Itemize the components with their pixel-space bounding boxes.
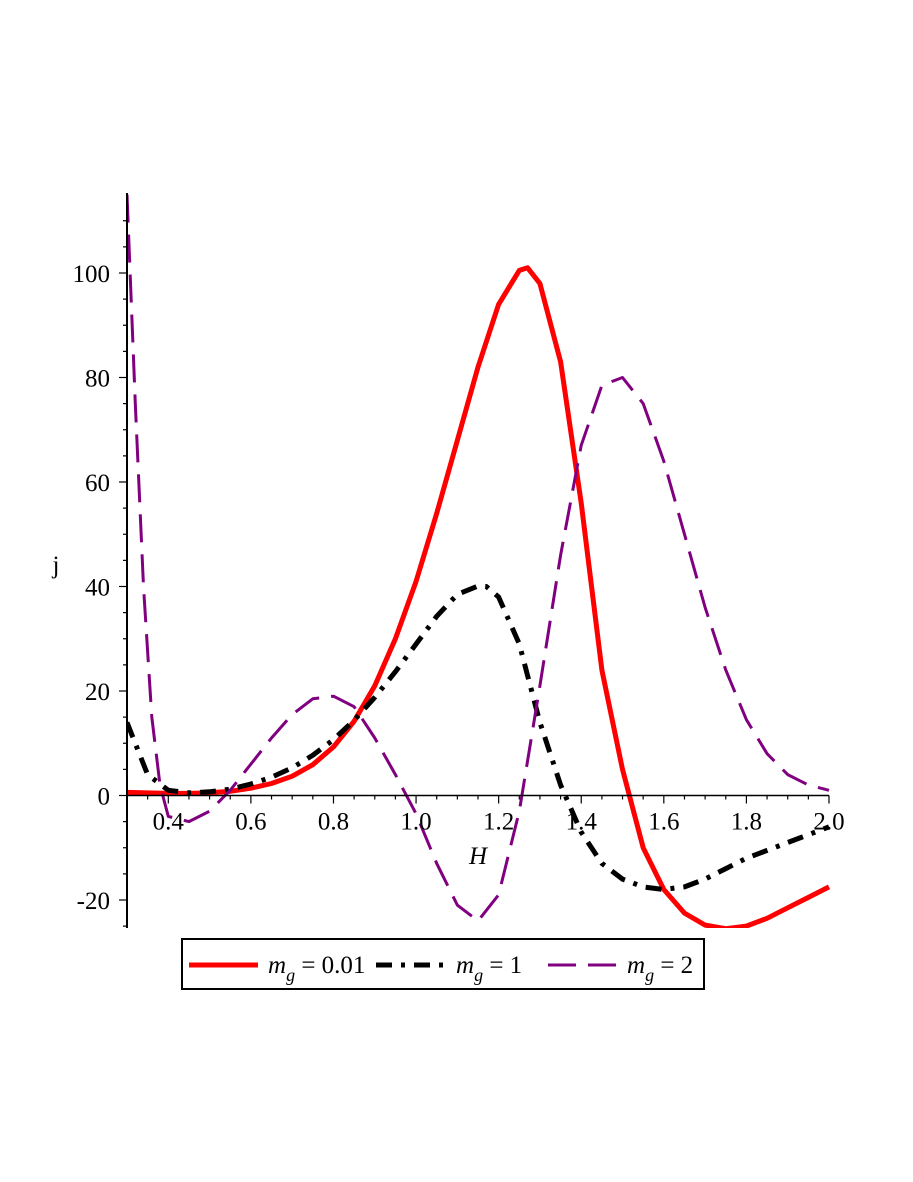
y-tick-label: 0 [98, 784, 111, 811]
y-tick-label: 20 [85, 679, 110, 706]
x-tick-label: 0.4 [153, 809, 185, 836]
x-tick-label: 1.2 [483, 809, 514, 836]
series-line-2 [127, 583, 830, 892]
x-tick-label: 0.6 [235, 809, 266, 836]
x-tick-label: 0.8 [318, 809, 349, 836]
y-tick-label: 60 [85, 470, 110, 497]
y-tick-label: -20 [77, 888, 110, 915]
y-tick-label: 80 [85, 366, 110, 393]
series-line-3 [127, 194, 830, 923]
x-tick-label: 2.0 [813, 809, 844, 836]
series-line-1 [127, 265, 831, 928]
x-axis-title: H [468, 843, 489, 870]
axes [126, 193, 829, 928]
y-tick-label: 100 [73, 261, 111, 288]
legend-label-2: mg = 1 [456, 952, 522, 985]
plot-area [127, 194, 831, 928]
x-tick-label: 1.0 [400, 809, 431, 836]
y-axis-title: j [52, 552, 60, 579]
y-axis-ticks: -20 0 20 40 60 80 100 [73, 220, 127, 927]
legend: mg = 0.01 mg = 1 mg = 2 [181, 938, 705, 990]
x-tick-label: 1.4 [566, 809, 598, 836]
legend-label-3: mg = 2 [627, 952, 693, 985]
y-tick-label: 40 [85, 575, 110, 602]
x-axis-ticks: 0.4 0.6 0.8 1.0 1.2 1.4 1.6 1.8 2.0 [147, 795, 845, 836]
legend-label-1: mg = 0.01 [268, 952, 365, 985]
x-tick-label: 1.6 [648, 809, 679, 836]
x-tick-label: 1.8 [731, 809, 762, 836]
